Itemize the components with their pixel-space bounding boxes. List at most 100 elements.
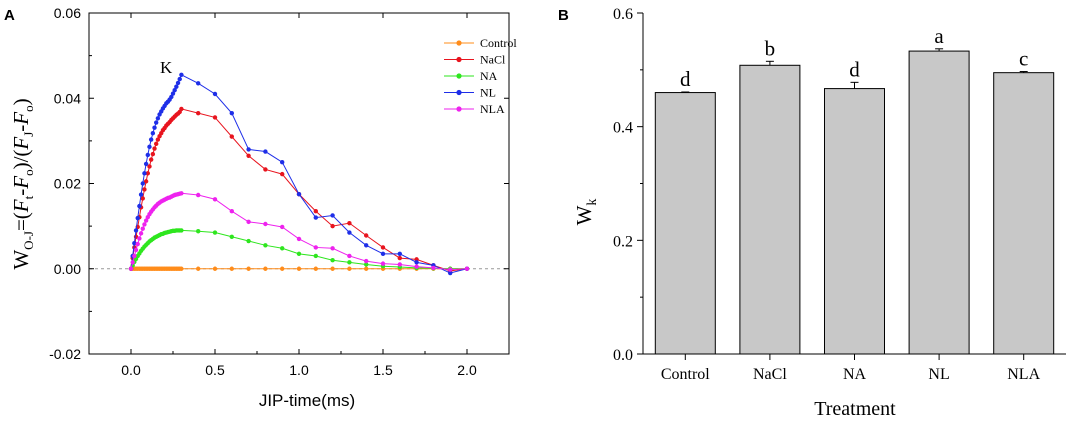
data-point-nacl <box>347 220 352 226</box>
bar-control <box>654 92 716 355</box>
data-point-nacl <box>154 141 159 147</box>
data-point-nl <box>177 76 182 82</box>
data-point-nl <box>280 159 285 165</box>
y-tick-label: -0.02 <box>49 346 81 362</box>
legend-label: NL <box>480 86 496 100</box>
data-point-nl <box>175 80 181 86</box>
panel-a-series <box>128 72 470 276</box>
data-point-nacl <box>330 223 335 229</box>
data-point-nacl <box>143 179 149 184</box>
data-point-nacl <box>147 164 152 169</box>
data-point-nl <box>296 191 302 197</box>
data-point-nla <box>246 219 251 225</box>
data-point-nla <box>179 191 184 196</box>
panel-b-y-label: Wk <box>572 199 600 226</box>
data-point-nl <box>135 215 140 221</box>
data-point-nacl <box>246 153 251 158</box>
significance-letter: d <box>680 67 691 91</box>
series-nacl <box>128 106 470 274</box>
data-point-nl <box>170 91 176 96</box>
data-point-nla <box>133 247 139 253</box>
x-tick-label: NA <box>843 366 867 383</box>
data-point-nl <box>147 144 152 150</box>
data-point-nla <box>280 224 285 230</box>
bar-na <box>824 88 885 355</box>
data-point-na <box>179 228 184 233</box>
data-point-nacl <box>150 151 156 157</box>
data-point-nla <box>296 236 302 242</box>
legend-entry-nla: NLA <box>444 102 505 116</box>
data-point-nla <box>431 265 436 271</box>
data-point-control <box>330 266 335 271</box>
data-point-nacl <box>140 196 145 201</box>
legend-marker <box>456 106 462 112</box>
data-point-nl <box>140 181 145 186</box>
data-point-nacl <box>263 167 268 172</box>
data-point-nl <box>137 203 142 209</box>
legend-marker <box>456 56 462 63</box>
data-point-nacl <box>142 187 147 192</box>
data-point-nl <box>152 125 157 130</box>
data-point-nacl <box>148 157 154 162</box>
data-point-nl <box>397 251 402 257</box>
legend-label: NaCl <box>480 53 506 67</box>
data-point-nl <box>179 72 184 78</box>
data-point-nla <box>128 266 134 271</box>
data-point-nl <box>172 87 177 93</box>
x-tick-label: NaCl <box>753 366 787 383</box>
data-point-na <box>347 260 352 265</box>
data-point-nacl <box>179 106 184 112</box>
y-tick-label: 0.02 <box>54 176 81 192</box>
legend-marker <box>456 40 462 46</box>
data-point-nl <box>263 149 268 154</box>
data-point-nla <box>330 246 335 251</box>
legend-label: NA <box>480 69 498 83</box>
y-tick-label: 0.00 <box>54 261 81 277</box>
data-point-na <box>296 251 302 257</box>
data-point-nl <box>364 243 369 248</box>
data-point-na <box>280 246 285 251</box>
data-point-nl <box>196 81 201 86</box>
y-tick-label: 0.04 <box>54 90 81 106</box>
data-point-control <box>263 266 268 271</box>
data-point-nacl <box>280 171 285 177</box>
data-point-nl <box>150 131 156 136</box>
data-point-nacl <box>364 233 369 238</box>
data-point-nl <box>347 230 352 235</box>
significance-letter: d <box>849 57 860 81</box>
data-point-nla <box>414 264 419 269</box>
significance-letter: a <box>934 24 944 48</box>
data-point-nacl <box>196 110 201 116</box>
legend-entry-nl: NL <box>444 86 496 100</box>
data-point-nacl <box>145 171 150 176</box>
x-tick-label: 1.5 <box>373 362 393 378</box>
data-point-na <box>196 229 201 234</box>
data-point-nl <box>132 240 137 246</box>
x-tick-label: 0.5 <box>205 362 225 378</box>
bar-group-nacl: NaCl b <box>739 36 801 383</box>
data-point-nla <box>138 231 144 236</box>
bar-group-na: NA d <box>824 57 885 383</box>
bar-nl <box>908 50 970 355</box>
legend-label: Control <box>480 36 517 50</box>
data-point-nl <box>414 260 419 265</box>
data-point-nacl <box>397 255 402 261</box>
data-point-nacl <box>313 209 318 214</box>
data-point-nl <box>133 228 139 233</box>
panel-a-frame <box>88 12 510 355</box>
data-point-na <box>263 243 268 248</box>
bar-nla <box>993 72 1055 355</box>
data-point-control <box>280 266 285 271</box>
legend-entry-nacl: NaCl <box>444 53 506 67</box>
legend-label: NLA <box>480 102 505 116</box>
data-point-nl <box>313 215 318 220</box>
bar-group-nl: NL a <box>908 24 970 383</box>
data-point-nl <box>330 213 335 218</box>
panel-b-ticks: 0.0 0.2 0.4 0.6 <box>613 6 643 364</box>
legend-entry-control: Control <box>444 36 517 50</box>
data-point-nl <box>155 116 161 121</box>
data-point-nla <box>229 209 234 214</box>
data-point-nl <box>246 147 251 152</box>
data-point-na <box>246 238 251 244</box>
legend-marker <box>456 89 462 96</box>
